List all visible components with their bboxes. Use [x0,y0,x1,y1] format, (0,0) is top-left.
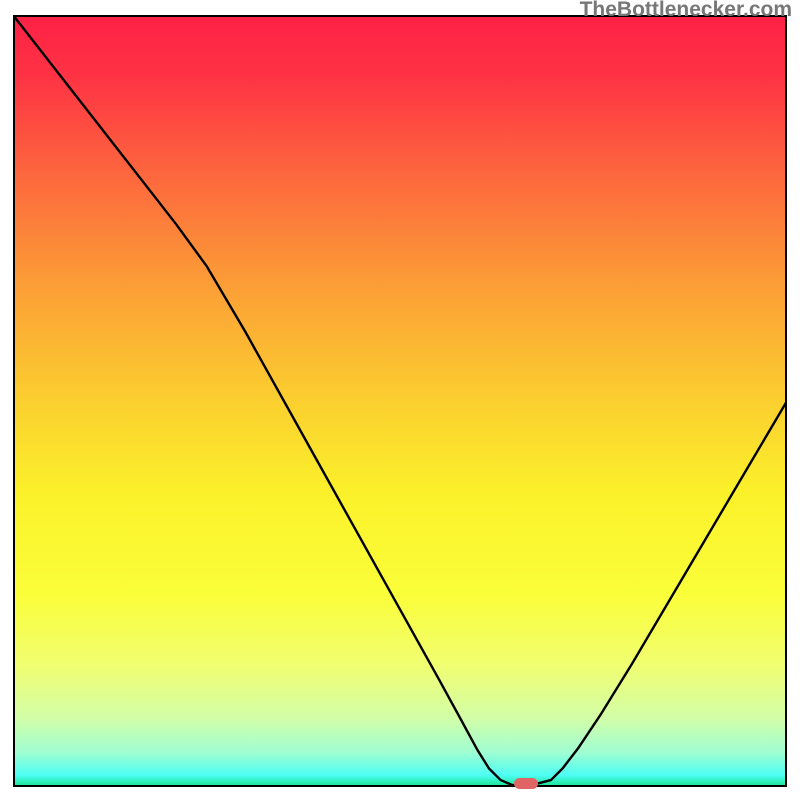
minimum-marker [514,776,538,794]
bottleneck-chart: TheBottlenecker.com [0,0,800,800]
plot-area [13,15,787,787]
watermark-text: TheBottlenecker.com [580,0,792,22]
marker-svg [514,778,538,789]
